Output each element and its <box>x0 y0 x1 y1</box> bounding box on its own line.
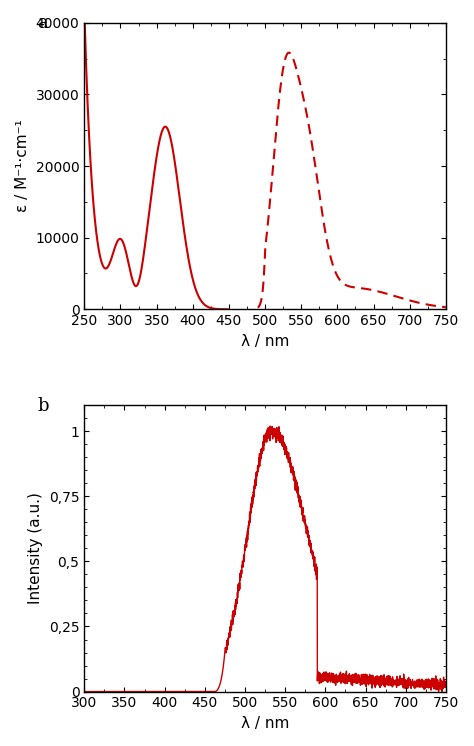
Y-axis label: ε / M⁻¹·cm⁻¹: ε / M⁻¹·cm⁻¹ <box>15 119 30 213</box>
X-axis label: λ / nm: λ / nm <box>241 716 289 731</box>
Text: b: b <box>37 397 49 415</box>
Text: a: a <box>37 14 48 32</box>
Y-axis label: Intensity (a.u.): Intensity (a.u.) <box>28 492 43 604</box>
X-axis label: λ / nm: λ / nm <box>241 333 289 348</box>
